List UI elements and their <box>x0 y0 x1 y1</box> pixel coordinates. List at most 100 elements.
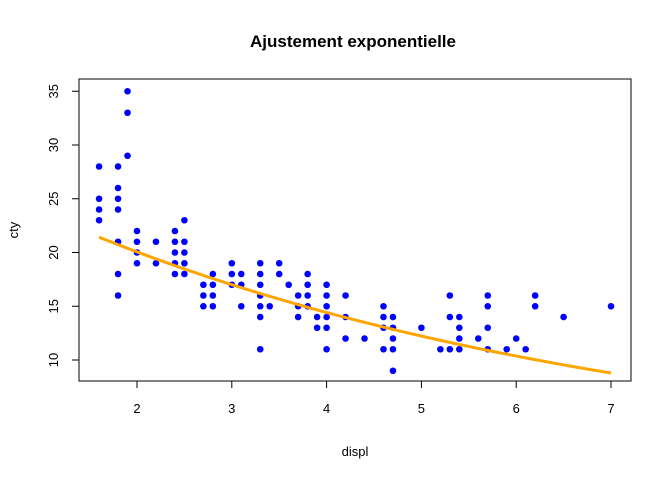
data-point <box>474 335 482 342</box>
data-point <box>181 259 188 267</box>
data-point <box>380 345 387 353</box>
data-point <box>152 238 160 246</box>
data-point <box>114 195 122 203</box>
data-point <box>237 302 245 310</box>
data-point <box>484 292 492 299</box>
data-point <box>380 302 387 310</box>
data-point <box>456 335 463 342</box>
data-point <box>114 270 122 278</box>
data-point <box>209 281 217 289</box>
data-point <box>531 292 539 299</box>
data-point <box>389 345 397 353</box>
y-tick-label: 25 <box>46 192 61 206</box>
data-point <box>560 313 567 321</box>
data-point <box>313 313 321 321</box>
data-point <box>114 184 122 192</box>
data-point <box>456 313 463 321</box>
data-point <box>171 227 179 235</box>
data-point <box>323 324 330 332</box>
data-point <box>152 259 160 267</box>
data-point <box>323 292 330 299</box>
data-point <box>389 367 397 375</box>
data-point <box>342 335 349 342</box>
data-point <box>256 281 264 289</box>
x-tick-label: 5 <box>418 401 425 416</box>
data-point <box>323 313 330 321</box>
data-point <box>171 238 179 246</box>
data-point <box>607 302 615 310</box>
data-point <box>200 292 207 299</box>
data-point <box>446 345 454 353</box>
data-points <box>95 87 615 375</box>
data-point <box>181 249 188 256</box>
data-point <box>446 292 454 299</box>
data-point <box>114 292 122 299</box>
data-point <box>95 216 103 224</box>
data-point <box>294 292 302 299</box>
data-point <box>256 313 264 321</box>
data-point <box>133 259 141 267</box>
data-point <box>389 335 397 342</box>
data-point <box>437 345 444 353</box>
data-point <box>512 335 520 342</box>
y-tick-label: 35 <box>46 84 61 98</box>
data-point <box>304 270 311 278</box>
data-point <box>389 313 397 321</box>
data-point <box>531 302 539 310</box>
data-point <box>200 281 207 289</box>
chart-title: Ajustement exponentielle <box>250 32 456 51</box>
x-tick-label: 3 <box>228 401 235 416</box>
data-point <box>275 270 283 278</box>
data-point <box>237 270 245 278</box>
x-axis: 2 3 4 5 6 7 <box>133 380 615 416</box>
data-point <box>124 109 131 117</box>
data-point <box>380 313 387 321</box>
exponential-fit-line <box>98 235 612 375</box>
data-point <box>522 345 529 353</box>
x-tick-label: 6 <box>513 401 520 416</box>
data-point <box>256 302 264 310</box>
data-point <box>323 345 330 353</box>
data-point <box>95 206 103 213</box>
data-point <box>323 281 330 289</box>
y-axis: 10 15 20 25 30 35 <box>46 84 80 367</box>
data-point <box>304 292 311 299</box>
data-point <box>456 345 463 353</box>
data-point <box>114 163 122 170</box>
data-point <box>285 281 292 289</box>
data-point <box>313 324 321 332</box>
data-point <box>294 313 302 321</box>
data-point <box>95 163 103 170</box>
plot-area-frame <box>78 78 632 382</box>
data-point <box>503 345 511 353</box>
data-point <box>323 302 330 310</box>
data-point <box>266 302 274 310</box>
x-tick-label: 7 <box>607 401 614 416</box>
data-point <box>256 270 264 278</box>
x-axis-label: displ <box>342 444 369 459</box>
data-point <box>456 324 463 332</box>
y-tick-label: 15 <box>46 299 61 313</box>
data-point <box>181 216 188 224</box>
data-point <box>446 313 454 321</box>
data-point <box>228 270 236 278</box>
x-tick-label: 2 <box>133 401 140 416</box>
data-point <box>342 292 349 299</box>
data-point <box>275 259 283 267</box>
x-tick-label: 4 <box>323 401 330 416</box>
data-point <box>181 238 188 246</box>
data-point <box>304 281 311 289</box>
data-point <box>361 335 368 342</box>
data-point <box>171 249 179 256</box>
data-point <box>484 324 492 332</box>
y-tick-label: 20 <box>46 245 61 259</box>
data-point <box>114 206 122 213</box>
data-point <box>133 238 141 246</box>
data-point <box>124 152 131 160</box>
y-tick-label: 30 <box>46 138 61 152</box>
y-tick-label: 10 <box>46 353 61 367</box>
data-point <box>209 292 217 299</box>
data-point <box>228 259 236 267</box>
data-point <box>95 195 103 203</box>
